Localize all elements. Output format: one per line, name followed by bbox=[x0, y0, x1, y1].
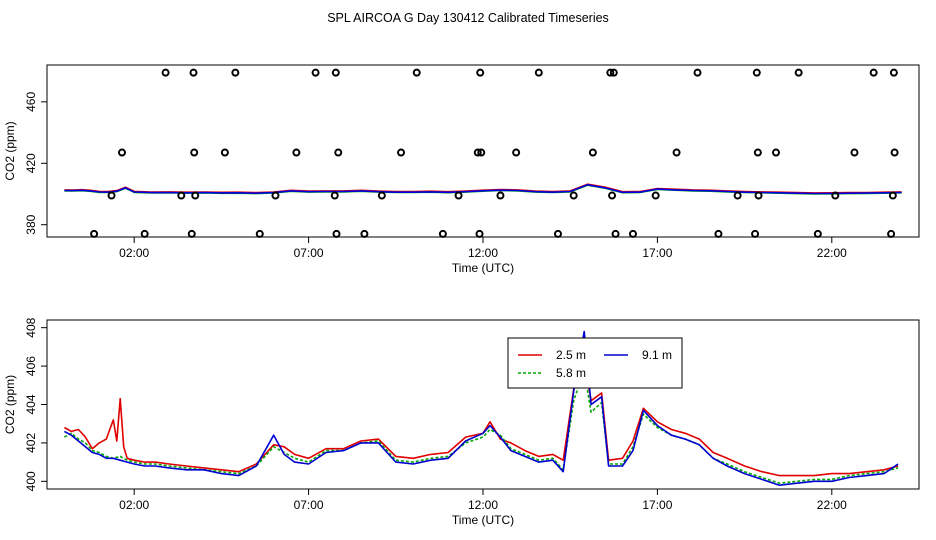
calibration-point bbox=[850, 148, 859, 157]
calibration-point bbox=[107, 191, 116, 200]
legend-box bbox=[507, 337, 683, 389]
legend: 2.5 m 5.8 m 9.1 m bbox=[507, 337, 683, 389]
calibration-point bbox=[90, 229, 99, 238]
calibration-point bbox=[887, 229, 896, 238]
legend-label: 2.5 m bbox=[556, 348, 586, 362]
calibration-point bbox=[609, 68, 618, 77]
x-axis-label: Time (UTC) bbox=[452, 261, 514, 275]
calibration-point bbox=[890, 148, 899, 157]
y-axis-label: CO2 (ppm) bbox=[3, 121, 17, 180]
y-tick-label: 404 bbox=[24, 394, 38, 414]
calibration-point bbox=[220, 148, 229, 157]
calibration-point bbox=[628, 229, 637, 238]
calibration-point bbox=[117, 148, 126, 157]
calibration-point bbox=[606, 68, 615, 77]
x-tick-label: 12:00 bbox=[468, 498, 498, 512]
series-line-2-5-m bbox=[64, 357, 899, 477]
calibration-point bbox=[651, 191, 660, 200]
y-tick-label: 460 bbox=[24, 92, 38, 112]
calibration-point bbox=[693, 68, 702, 77]
calibration-point bbox=[752, 68, 761, 77]
calibration-point bbox=[187, 229, 196, 238]
y-tick-label: 402 bbox=[24, 433, 38, 453]
legend-label: 5.8 m bbox=[556, 366, 586, 380]
y-tick-label: 408 bbox=[24, 317, 38, 337]
calibration-point bbox=[831, 191, 840, 200]
x-tick-label: 17:00 bbox=[642, 246, 672, 260]
calibration-point bbox=[255, 229, 264, 238]
calibration-point bbox=[177, 191, 186, 200]
calibration-point bbox=[569, 191, 578, 200]
calibration-point bbox=[190, 148, 199, 157]
x-tick-label: 22:00 bbox=[817, 498, 847, 512]
legend-label: 9.1 m bbox=[642, 348, 672, 362]
x-tick-label: 02:00 bbox=[119, 246, 149, 260]
x-tick-label: 02:00 bbox=[119, 498, 149, 512]
calibration-point bbox=[412, 68, 421, 77]
calibration-point bbox=[771, 148, 780, 157]
calibration-point bbox=[751, 229, 760, 238]
series-line-9-1-m bbox=[64, 184, 902, 195]
calibration-point bbox=[888, 191, 897, 200]
calibration-point bbox=[473, 148, 482, 157]
figure-title: SPL AIRCOA G Day 130412 Calibrated Times… bbox=[327, 11, 609, 25]
calibration-point bbox=[588, 148, 597, 157]
calibration-point bbox=[377, 191, 386, 200]
calibration-point bbox=[477, 148, 486, 157]
x-tick-label: 07:00 bbox=[294, 246, 324, 260]
x-tick-label: 17:00 bbox=[642, 498, 672, 512]
calibration-point bbox=[476, 68, 485, 77]
calibration-point bbox=[330, 191, 339, 200]
y-tick-label: 380 bbox=[24, 214, 38, 234]
calibration-point bbox=[496, 191, 505, 200]
y-tick-label: 400 bbox=[24, 471, 38, 491]
calibration-point bbox=[733, 191, 742, 200]
top-panel: 02:00 07:00 12:00 17:00 22:00 380 420 460 Time (… bbox=[3, 64, 920, 275]
calibration-point bbox=[534, 68, 543, 77]
calibration-point bbox=[672, 148, 681, 157]
calibration-point bbox=[813, 229, 822, 238]
x-tick-label: 07:00 bbox=[294, 498, 324, 512]
bottom-panel: 02:00 07:00 12:00 17:00 22:00 400 402 404 406 408… bbox=[3, 317, 920, 527]
calibration-point bbox=[753, 148, 762, 157]
calibration-point bbox=[332, 229, 341, 238]
calibration-point bbox=[553, 229, 562, 238]
calibration-point bbox=[331, 68, 340, 77]
y-tick-label: 406 bbox=[24, 356, 38, 376]
calibration-point bbox=[311, 68, 320, 77]
plot-frame bbox=[46, 319, 920, 490]
calibration-point bbox=[397, 148, 406, 157]
x-tick-label: 12:00 bbox=[468, 246, 498, 260]
calibration-point bbox=[161, 68, 170, 77]
calibration-point bbox=[608, 191, 617, 200]
calibration-point bbox=[454, 191, 463, 200]
x-tick-label: 22:00 bbox=[817, 246, 847, 260]
calibration-point bbox=[360, 229, 369, 238]
calibration-point bbox=[869, 68, 878, 77]
series-line-5-8-m bbox=[64, 369, 899, 485]
calibration-point bbox=[334, 148, 343, 157]
y-tick-label: 420 bbox=[24, 153, 38, 173]
calibration-point bbox=[611, 229, 620, 238]
x-axis-label: Time (UTC) bbox=[452, 513, 514, 527]
y-axis-label: CO2 (ppm) bbox=[3, 375, 17, 434]
calibration-point bbox=[438, 229, 447, 238]
calibration-point bbox=[512, 148, 521, 157]
calibration-point bbox=[189, 68, 198, 77]
calibration-point bbox=[292, 148, 301, 157]
calibration-point bbox=[191, 191, 200, 200]
calibration-point bbox=[475, 229, 484, 238]
calibration-point bbox=[794, 68, 803, 77]
calibration-point bbox=[754, 191, 763, 200]
calibration-point bbox=[889, 68, 898, 77]
calibration-point bbox=[714, 229, 723, 238]
calibration-point bbox=[231, 68, 240, 77]
series-line-9-1-m bbox=[64, 330, 899, 487]
calibration-point bbox=[271, 191, 280, 200]
calibration-point bbox=[140, 229, 149, 238]
